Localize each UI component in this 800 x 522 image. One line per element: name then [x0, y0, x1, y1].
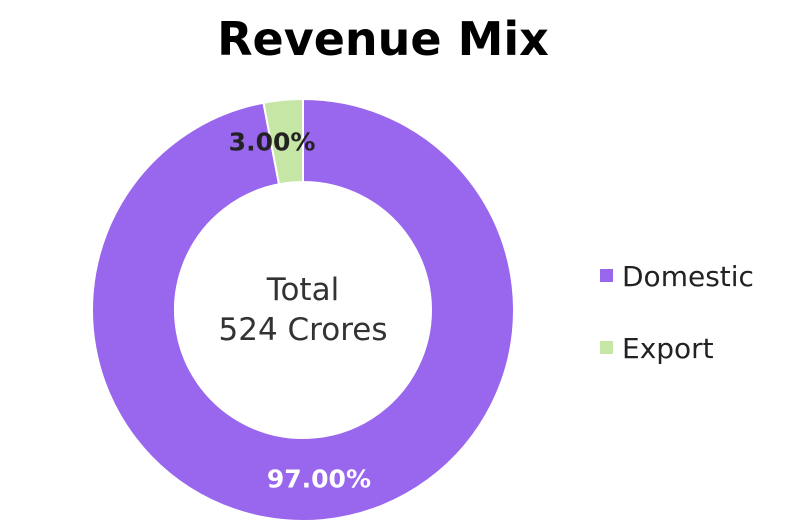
legend-item-export: Export	[600, 332, 714, 365]
legend-item-domestic: Domestic	[600, 260, 754, 293]
legend-swatch-export	[600, 341, 613, 354]
center-label-line2: 524 Crores	[219, 312, 388, 348]
donut-slices	[91, 97, 515, 522]
legend-label-export: Export	[622, 332, 714, 365]
slice-labels: 97.00% 3.00%	[229, 127, 371, 493]
slice-label-domestic: 97.00%	[267, 465, 371, 494]
center-label: Total 524 Crores	[219, 272, 388, 348]
center-label-line1: Total	[266, 272, 339, 308]
legend-label-domestic: Domestic	[622, 260, 754, 293]
legend-swatch-domestic	[600, 269, 613, 282]
slice-domestic	[91, 97, 515, 522]
slice-label-export: 3.00%	[229, 127, 316, 156]
legend: Domestic Export	[600, 260, 754, 365]
slice-export	[262, 97, 304, 186]
chart-title: Revenue Mix	[217, 12, 549, 66]
